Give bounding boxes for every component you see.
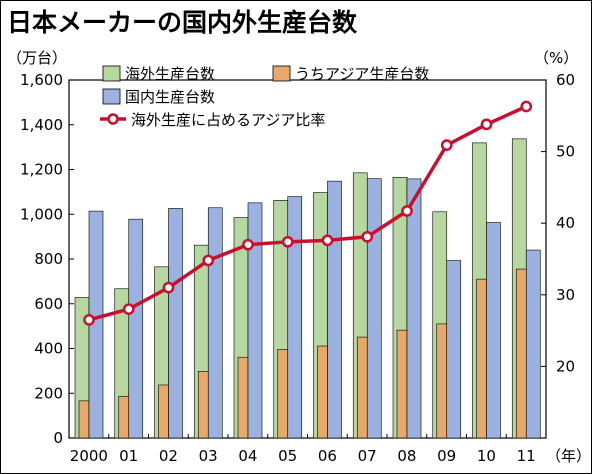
x-tick-label: 07 — [358, 447, 377, 465]
bar-asia — [277, 349, 289, 439]
ratio-point — [83, 314, 95, 326]
y-left-tick-label: 400 — [34, 340, 63, 358]
legend-domestic-swatch — [102, 88, 121, 105]
bar-domestic — [525, 249, 541, 439]
bar-domestic — [486, 222, 501, 439]
bar-domestic — [168, 208, 183, 439]
x-tick-label: 05 — [278, 447, 297, 465]
ratio-point — [401, 205, 413, 217]
bar-asia — [118, 396, 130, 439]
ratio-point — [321, 234, 334, 247]
bar-domestic — [327, 180, 342, 439]
legend-overseas-swatch — [102, 65, 121, 82]
y-right-tick-label: 30 — [556, 286, 575, 304]
x-tick-label: 01 — [119, 447, 138, 465]
legend-ratio-label: 海外生産に占めるアジア比率 — [131, 111, 325, 129]
legend-domestic-label: 国内生産台数 — [125, 88, 215, 106]
y-left-tick-label: 0 — [53, 429, 63, 447]
ratio-point — [440, 139, 453, 152]
bar-domestic — [287, 196, 303, 439]
x-tick-label: 09 — [437, 447, 456, 465]
legend: 海外生産台数 うちアジア生産台数 国内生産台数 海外生産に占めるアジア比率 — [100, 65, 429, 129]
ratio-point — [122, 303, 135, 315]
x-axis-unit-label: （年） — [546, 447, 591, 465]
y-left-axis-label: （万台） — [7, 49, 67, 67]
y-left-tick-label: 200 — [34, 384, 63, 402]
legend-asia-label: うちアジア生産台数 — [295, 65, 429, 83]
ratio-point — [520, 100, 533, 113]
ratio-point — [162, 281, 175, 294]
y-left-tick-label: 1,400 — [20, 116, 63, 134]
y-left-tick-label: 1,000 — [20, 205, 63, 223]
x-tick-label: 03 — [199, 447, 218, 465]
ratio-point — [480, 118, 493, 131]
bar-asia — [396, 329, 408, 439]
y-left-tick-label: 600 — [34, 295, 63, 313]
y-left-tick-label: 1,600 — [20, 71, 63, 89]
chart-title: 日本メーカーの国内外生産台数 — [7, 8, 358, 37]
ratio-point — [361, 230, 374, 243]
bar-asia — [515, 268, 527, 439]
ratio-line — [88, 104, 527, 322]
bar-domestic — [406, 178, 422, 439]
bar-asia — [197, 371, 209, 439]
bar-asia — [78, 400, 90, 439]
x-tick-label: 10 — [477, 447, 496, 465]
ratio-point — [242, 238, 254, 251]
x-tick-label: 04 — [238, 447, 257, 465]
bar-asia — [476, 278, 487, 439]
bar-domestic — [207, 207, 223, 439]
x-tick-label: 08 — [397, 447, 416, 465]
x-tick-label: 2000 — [70, 447, 108, 465]
x-tick-label: 06 — [318, 447, 337, 465]
bar-asia — [356, 336, 368, 439]
y-right-tick-label: 60 — [556, 71, 575, 89]
y-right-tick-label: 50 — [556, 143, 575, 161]
x-tick-label: 11 — [517, 447, 536, 465]
bar-domestic — [128, 218, 144, 439]
ratio-point — [202, 254, 215, 267]
plot-area: 0 200 400 600 800 1,000 1,200 1,400 1,600 20 30 40 5… — [20, 71, 575, 465]
y-left-tick-label: 800 — [34, 250, 63, 268]
bar-domestic — [247, 202, 263, 439]
x-tick-label: 02 — [159, 447, 178, 465]
y-right-axis-label: （%） — [534, 49, 578, 67]
ratio-point — [281, 235, 294, 248]
legend-asia-swatch — [272, 65, 291, 82]
y-right-tick-label: 40 — [556, 214, 575, 232]
bar-asia — [436, 323, 448, 439]
y-right-tick-label: 20 — [556, 357, 575, 375]
bar-asia — [317, 345, 328, 439]
y-left-tick-label: 1,200 — [20, 161, 63, 179]
bar-asia — [237, 356, 249, 439]
legend-ratio-marker — [107, 113, 119, 125]
legend-overseas-label: 海外生産台数 — [125, 65, 215, 83]
bar-domestic — [446, 260, 462, 439]
bar-asia — [158, 384, 169, 439]
bar-domestic — [366, 178, 382, 439]
